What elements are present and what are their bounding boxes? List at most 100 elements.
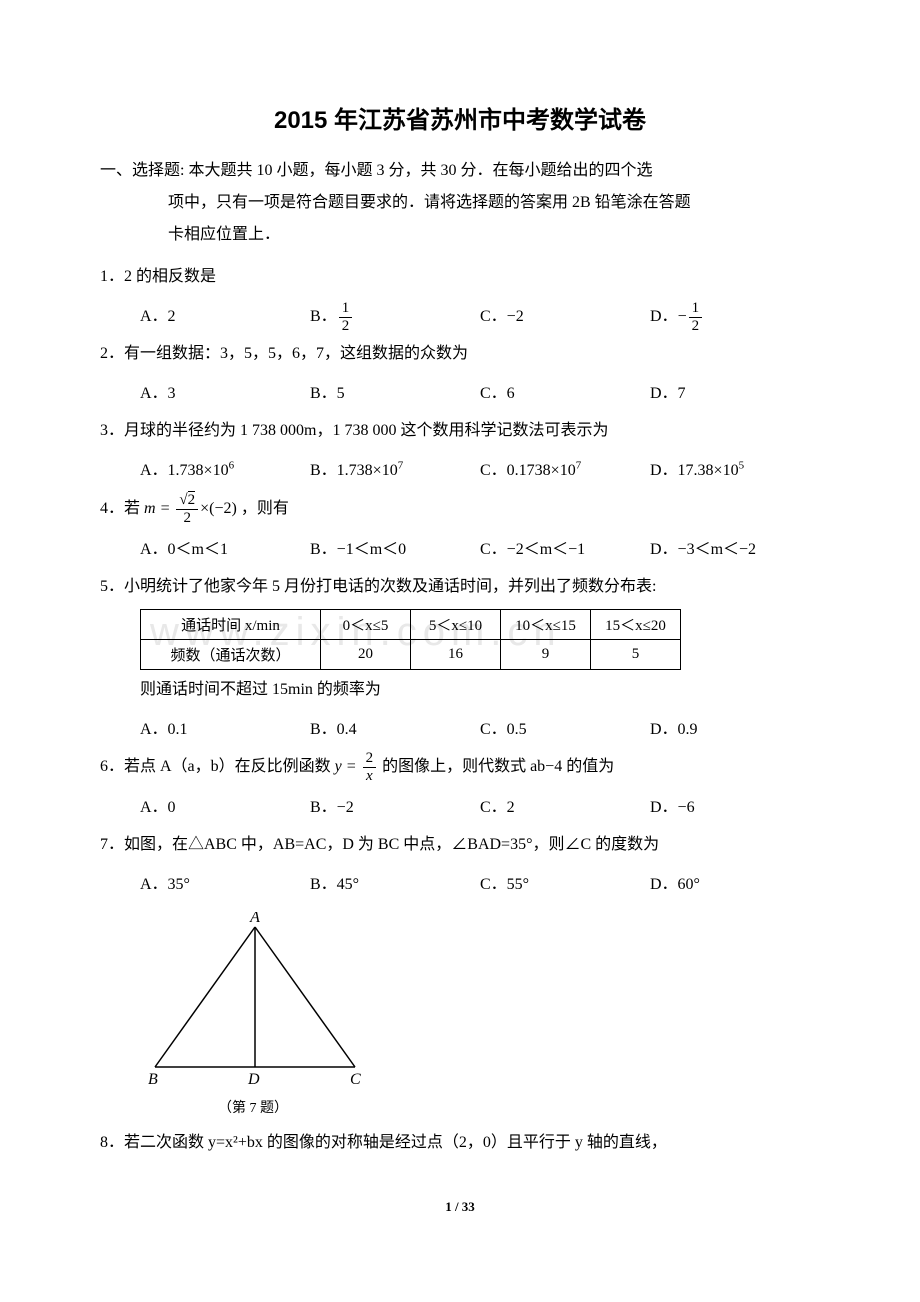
- q5-after: 则通话时间不超过 15min 的频率为: [100, 674, 820, 706]
- q3-d-text: D．17.38×10: [650, 462, 739, 479]
- q3-opt-b: B．1.738×107: [310, 453, 480, 488]
- q1-text: 1．2 的相反数是: [100, 261, 820, 293]
- sqrt2-val: 2: [188, 491, 196, 508]
- frac-num: 1: [689, 301, 703, 318]
- q5-opt-a: A．0.1: [140, 712, 310, 747]
- q6-options: A．0 B．−2 C．2 D．−6: [100, 790, 820, 825]
- q7-opt-c: C．55°: [480, 867, 650, 902]
- m-eq: m =: [144, 500, 170, 517]
- q4-opt-c: C．−2＜m＜−1: [480, 532, 650, 567]
- q7-opt-b: B．45°: [310, 867, 480, 902]
- q5-table: 通话时间 x/min 0＜x≤5 5＜x≤10 10＜x≤15 15＜x≤20 …: [140, 609, 681, 670]
- label-c: C: [350, 1071, 361, 1088]
- q4-d: D．−3＜m＜−2: [650, 541, 756, 558]
- y-eq: y =: [335, 758, 357, 775]
- frac-den: 2: [342, 318, 350, 334]
- q3-d-sup: 5: [739, 460, 745, 472]
- frac-2-x: 2x: [363, 751, 377, 784]
- q4-opt-b: B．−1＜m＜0: [310, 532, 480, 567]
- triangle-svg: A B C D: [140, 912, 370, 1092]
- q2-opt-c: C．6: [480, 376, 650, 411]
- frac-den-2: 2: [183, 510, 191, 526]
- frac-2-num: 2: [363, 751, 377, 768]
- q4-prefix: 4．若: [100, 500, 144, 517]
- q4-b: B．−1＜m＜0: [310, 541, 406, 558]
- q5-text: 5．小明统计了他家今年 5 月份打电话的次数及通话时间，并列出了频数分布表:: [100, 571, 820, 603]
- q5-v1: 20: [321, 639, 411, 669]
- q7-options: A．35° B．45° C．55° D．60°: [100, 867, 820, 902]
- q7-diagram: A B C D （第 7 题）: [140, 912, 820, 1117]
- q7-opt-d: D．60°: [650, 867, 820, 902]
- q6-opt-b: B．−2: [310, 790, 480, 825]
- q2-opt-d: D．7: [650, 376, 820, 411]
- q1-d-prefix: D．: [650, 308, 678, 325]
- q3-options: A．1.738×106 B．1.738×107 C．0.1738×107 D．1…: [100, 453, 820, 488]
- q3-b-text: B．1.738×10: [310, 462, 398, 479]
- q3-a-sup: 6: [229, 460, 235, 472]
- frac-neg-1-2: 12: [689, 301, 703, 334]
- sqrt2: √2: [176, 493, 198, 510]
- q1-options: A．2 B．12 C．−2 D．−12: [100, 299, 820, 334]
- q2-opt-a: A．3: [140, 376, 310, 411]
- page-number: 1 / 33: [100, 1199, 820, 1215]
- q5-th1: 通话时间 x/min: [141, 609, 321, 639]
- neg-sign: −: [678, 308, 687, 325]
- q5-opt-d: D．0.9: [650, 712, 820, 747]
- q7-text: 7．如图，在△ABC 中，AB=AC，D 为 BC 中点，∠BAD=35°，则∠…: [100, 829, 820, 861]
- intro-line1: 一、选择题: 本大题共 10 小题，每小题 3 分，共 30 分．在每小题给出的…: [100, 162, 652, 179]
- frac-sqrt2-2: √22: [176, 493, 198, 526]
- q4-c: C．−2＜m＜−1: [480, 541, 585, 558]
- q4-options: A．0＜m＜1 B．−1＜m＜0 C．−2＜m＜−1 D．−3＜m＜−2: [100, 532, 820, 567]
- q8-text: 8．若二次函数 y=x²+bx 的图像的对称轴是经过点（2，0）且平行于 y 轴…: [100, 1127, 820, 1159]
- q3-c-sup: 7: [576, 460, 582, 472]
- intro-line2: 项中，只有一项是符合题目要求的．请将选择题的答案用 2B 铅笔涂在答题: [100, 187, 820, 219]
- q5-v3: 9: [501, 639, 591, 669]
- q6-suffix: 的图像上，则代数式 ab−4 的值为: [378, 758, 614, 775]
- q5-th2: 0＜x≤5: [321, 609, 411, 639]
- q2-opt-b: B．5: [310, 376, 480, 411]
- q1-b-prefix: B．: [310, 308, 337, 325]
- q7-opt-a: A．35°: [140, 867, 310, 902]
- intro-line3: 卡相应位置上．: [100, 219, 820, 251]
- q3-c-text: C．0.1738×10: [480, 462, 576, 479]
- q5-th5: 15＜x≤20: [591, 609, 681, 639]
- q6-opt-c: C．2: [480, 790, 650, 825]
- q1-opt-c: C．−2: [480, 299, 650, 334]
- q6-prefix: 6．若点 A（a，b）在反比例函数: [100, 758, 335, 775]
- q1-opt-d: D．−12: [650, 299, 820, 334]
- q2-text: 2．有一组数据：3，5，5，6，7，这组数据的众数为: [100, 338, 820, 370]
- label-b: B: [148, 1071, 158, 1088]
- q5-th3: 5＜x≤10: [411, 609, 501, 639]
- frac-1-2: 12: [339, 301, 353, 334]
- q5-v4: 5: [591, 639, 681, 669]
- frac-den: 2: [692, 318, 700, 334]
- page-title: 2015 年江苏省苏州市中考数学试卷: [100, 100, 820, 135]
- q6-opt-d: D．−6: [650, 790, 820, 825]
- q4-mid: ，则有: [237, 500, 289, 517]
- frac-num: 1: [339, 301, 353, 318]
- q5-r1: 频数（通话次数）: [141, 639, 321, 669]
- q4-text: 4．若 m = √22×(−2) ，则有: [100, 493, 820, 526]
- section-intro: 一、选择题: 本大题共 10 小题，每小题 3 分，共 30 分．在每小题给出的…: [100, 155, 820, 251]
- label-d: D: [247, 1071, 260, 1088]
- q4-opt-a: A．0＜m＜1: [140, 532, 310, 567]
- q5-v2: 16: [411, 639, 501, 669]
- q4-a: A．0＜m＜1: [140, 541, 228, 558]
- q4-opt-d: D．−3＜m＜−2: [650, 532, 820, 567]
- q1-opt-b: B．12: [310, 299, 480, 334]
- q2-options: A．3 B．5 C．6 D．7: [100, 376, 820, 411]
- q3-text: 3．月球的半径约为 1 738 000m，1 738 000 这个数用科学记数法…: [100, 415, 820, 447]
- q6-opt-a: A．0: [140, 790, 310, 825]
- q5-opt-c: C．0.5: [480, 712, 650, 747]
- q3-opt-a: A．1.738×106: [140, 453, 310, 488]
- frac-2-den: x: [366, 768, 373, 784]
- q1-opt-a: A．2: [140, 299, 310, 334]
- label-a: A: [249, 912, 260, 926]
- q5-opt-b: B．0.4: [310, 712, 480, 747]
- q7-caption: （第 7 题）: [218, 1097, 820, 1117]
- times-neg2: ×(−2): [200, 500, 237, 517]
- q3-a-text: A．1.738×10: [140, 462, 229, 479]
- q6-text: 6．若点 A（a，b）在反比例函数 y = 2x 的图像上，则代数式 ab−4 …: [100, 751, 820, 784]
- q5-th4: 10＜x≤15: [501, 609, 591, 639]
- q3-opt-c: C．0.1738×107: [480, 453, 650, 488]
